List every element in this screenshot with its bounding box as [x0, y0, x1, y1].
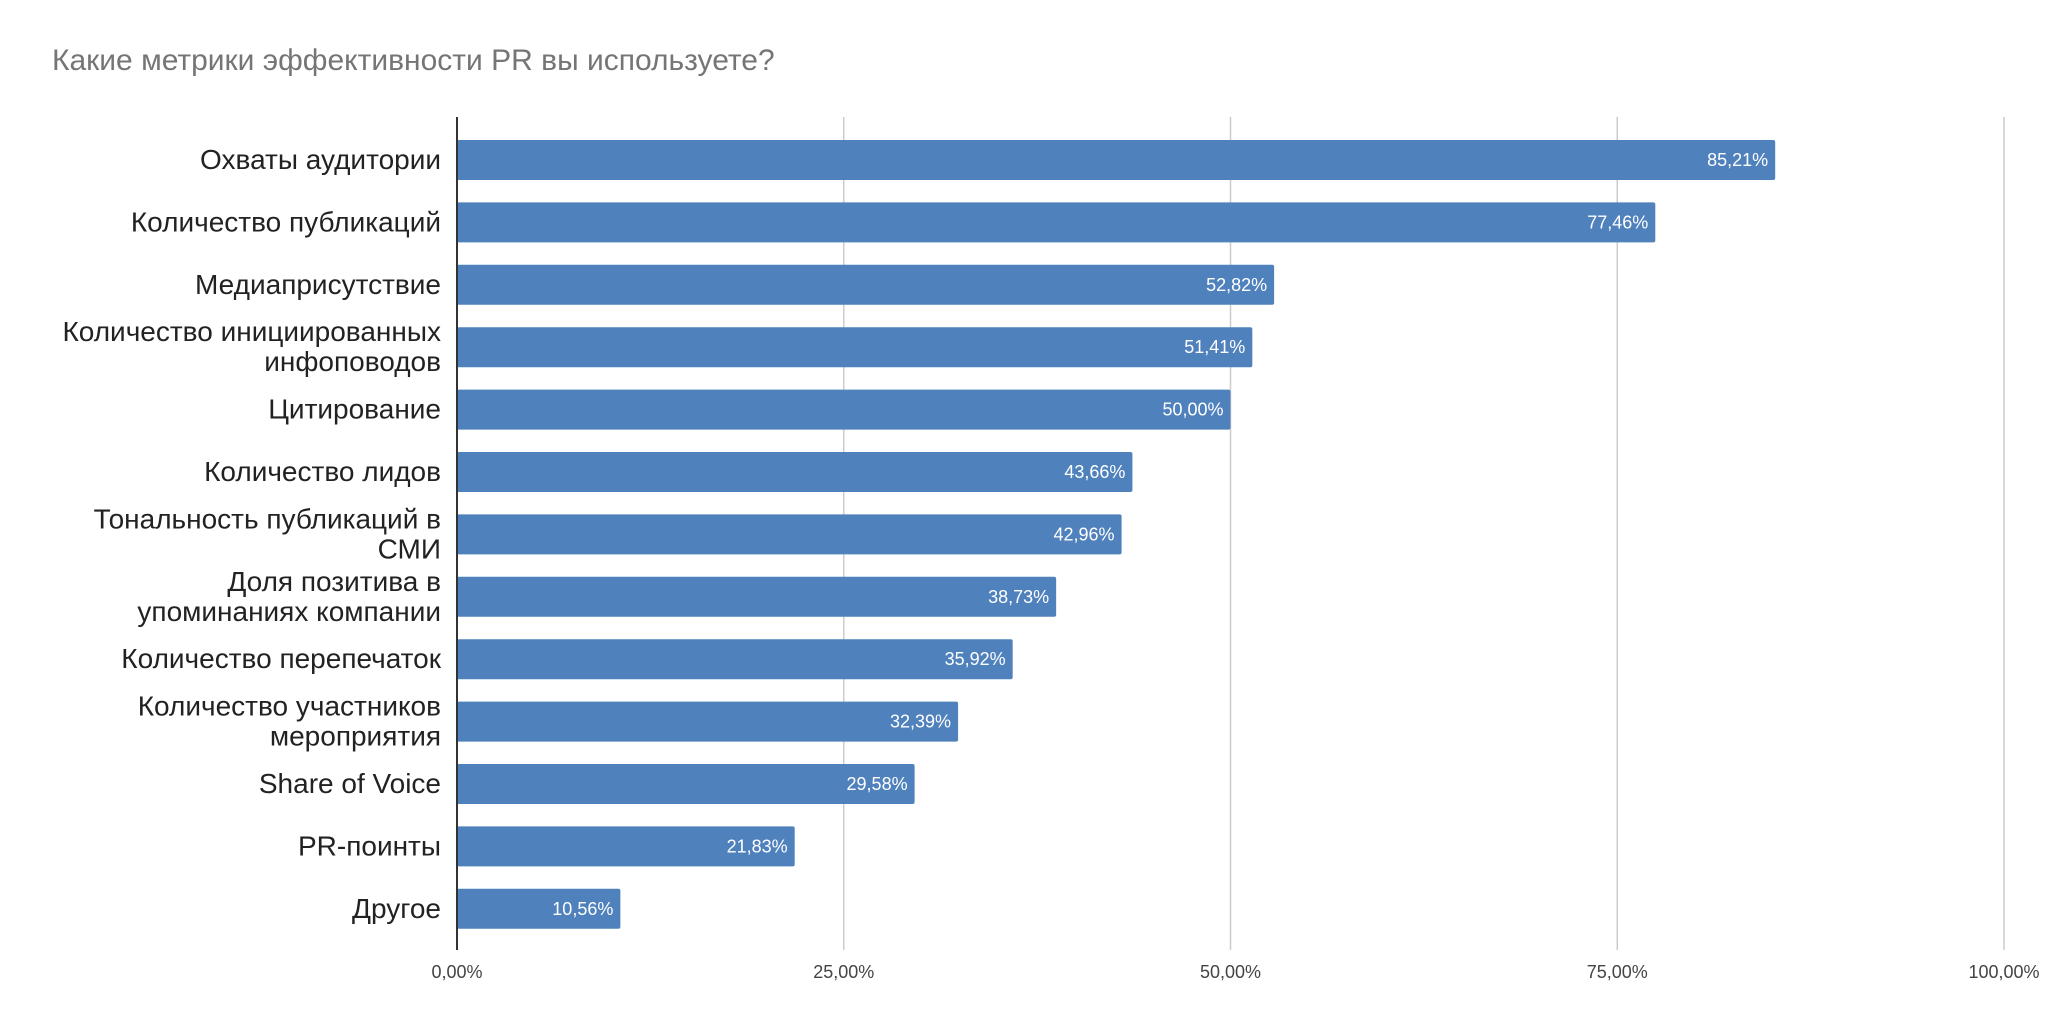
- x-tick-label: 0,00%: [431, 962, 482, 982]
- category-label-line: Медиаприсутствие: [195, 269, 441, 300]
- bar: [457, 701, 959, 742]
- bar: [457, 576, 1057, 617]
- category-label-line: Количество инициированных: [62, 316, 441, 347]
- bar: [457, 514, 1122, 555]
- chart-title: Какие метрики эффективности PR вы исполь…: [52, 44, 775, 77]
- category-label: Количество публикаций: [131, 206, 441, 237]
- category-label-line: Количество участников: [138, 691, 441, 722]
- bar: [457, 639, 1013, 680]
- category-label-line: Тональность публикаций в: [94, 503, 441, 534]
- bar: [457, 202, 1656, 243]
- data-label: 85,21%: [1707, 150, 1768, 170]
- bar: [457, 826, 795, 867]
- data-label: 52,82%: [1206, 275, 1267, 295]
- category-label-line: Цитирование: [268, 394, 441, 425]
- category-label-line: Охваты аудитории: [200, 144, 441, 175]
- category-label-line: Количество лидов: [204, 456, 441, 487]
- bar: [457, 389, 1231, 430]
- category-label: Медиаприсутствие: [195, 269, 441, 300]
- x-tick-label: 50,00%: [1200, 962, 1261, 982]
- bar: [457, 764, 915, 804]
- data-label: 51,41%: [1184, 337, 1245, 357]
- data-label: 10,56%: [552, 899, 613, 919]
- x-tick-label: 25,00%: [813, 962, 874, 982]
- category-label-line: инфоповодов: [264, 346, 441, 377]
- data-label: 50,00%: [1162, 400, 1223, 420]
- category-label-line: PR-поинты: [298, 830, 441, 861]
- bar: [457, 327, 1253, 368]
- category-label: Share of Voice: [259, 768, 441, 799]
- category-label-line: Share of Voice: [259, 768, 441, 799]
- category-label-line: Доля позитива в: [227, 566, 441, 597]
- x-tick-label: 75,00%: [1587, 962, 1648, 982]
- data-label: 38,73%: [988, 587, 1049, 607]
- category-label-line: СМИ: [378, 533, 441, 564]
- category-label: Количество участников мероприятия: [138, 691, 441, 752]
- category-label: Доля позитива в упоминаниях компании: [137, 566, 441, 627]
- data-label: 43,66%: [1064, 462, 1125, 482]
- bar: [457, 452, 1133, 492]
- category-label: Охваты аудитории: [200, 144, 441, 175]
- bar: [457, 888, 621, 929]
- bar: [457, 140, 1776, 180]
- data-label: 29,58%: [847, 774, 908, 794]
- data-label: 21,83%: [727, 836, 788, 856]
- category-label: Цитирование: [268, 394, 441, 425]
- category-label-line: Другое: [352, 893, 441, 924]
- category-label: Другое: [352, 893, 441, 924]
- category-label: Тональность публикаций в СМИ: [94, 503, 441, 564]
- gridlines: [843, 117, 2005, 950]
- category-label: Количество перепечаток: [121, 643, 441, 674]
- data-label: 35,92%: [945, 649, 1006, 669]
- category-label: Количество лидов: [204, 456, 441, 487]
- data-label: 42,96%: [1054, 524, 1115, 544]
- category-label-line: мероприятия: [270, 721, 441, 752]
- data-label: 77,46%: [1587, 212, 1648, 232]
- category-label-line: упоминаниях компании: [137, 596, 441, 627]
- category-label: PR-поинты: [298, 830, 441, 861]
- data-label: 32,39%: [890, 712, 951, 732]
- bars: [457, 140, 1776, 929]
- category-label-line: Количество публикаций: [131, 206, 441, 237]
- category-label: Количество инициированных инфоповодов: [62, 316, 441, 377]
- category-label-line: Количество перепечаток: [121, 643, 441, 674]
- bar: [457, 264, 1275, 305]
- labels: 0,00% 25,00% 50,00% 75,00% 100,00% 85,21% Охва…: [62, 144, 2039, 982]
- x-tick-label: 100,00%: [1968, 962, 2039, 982]
